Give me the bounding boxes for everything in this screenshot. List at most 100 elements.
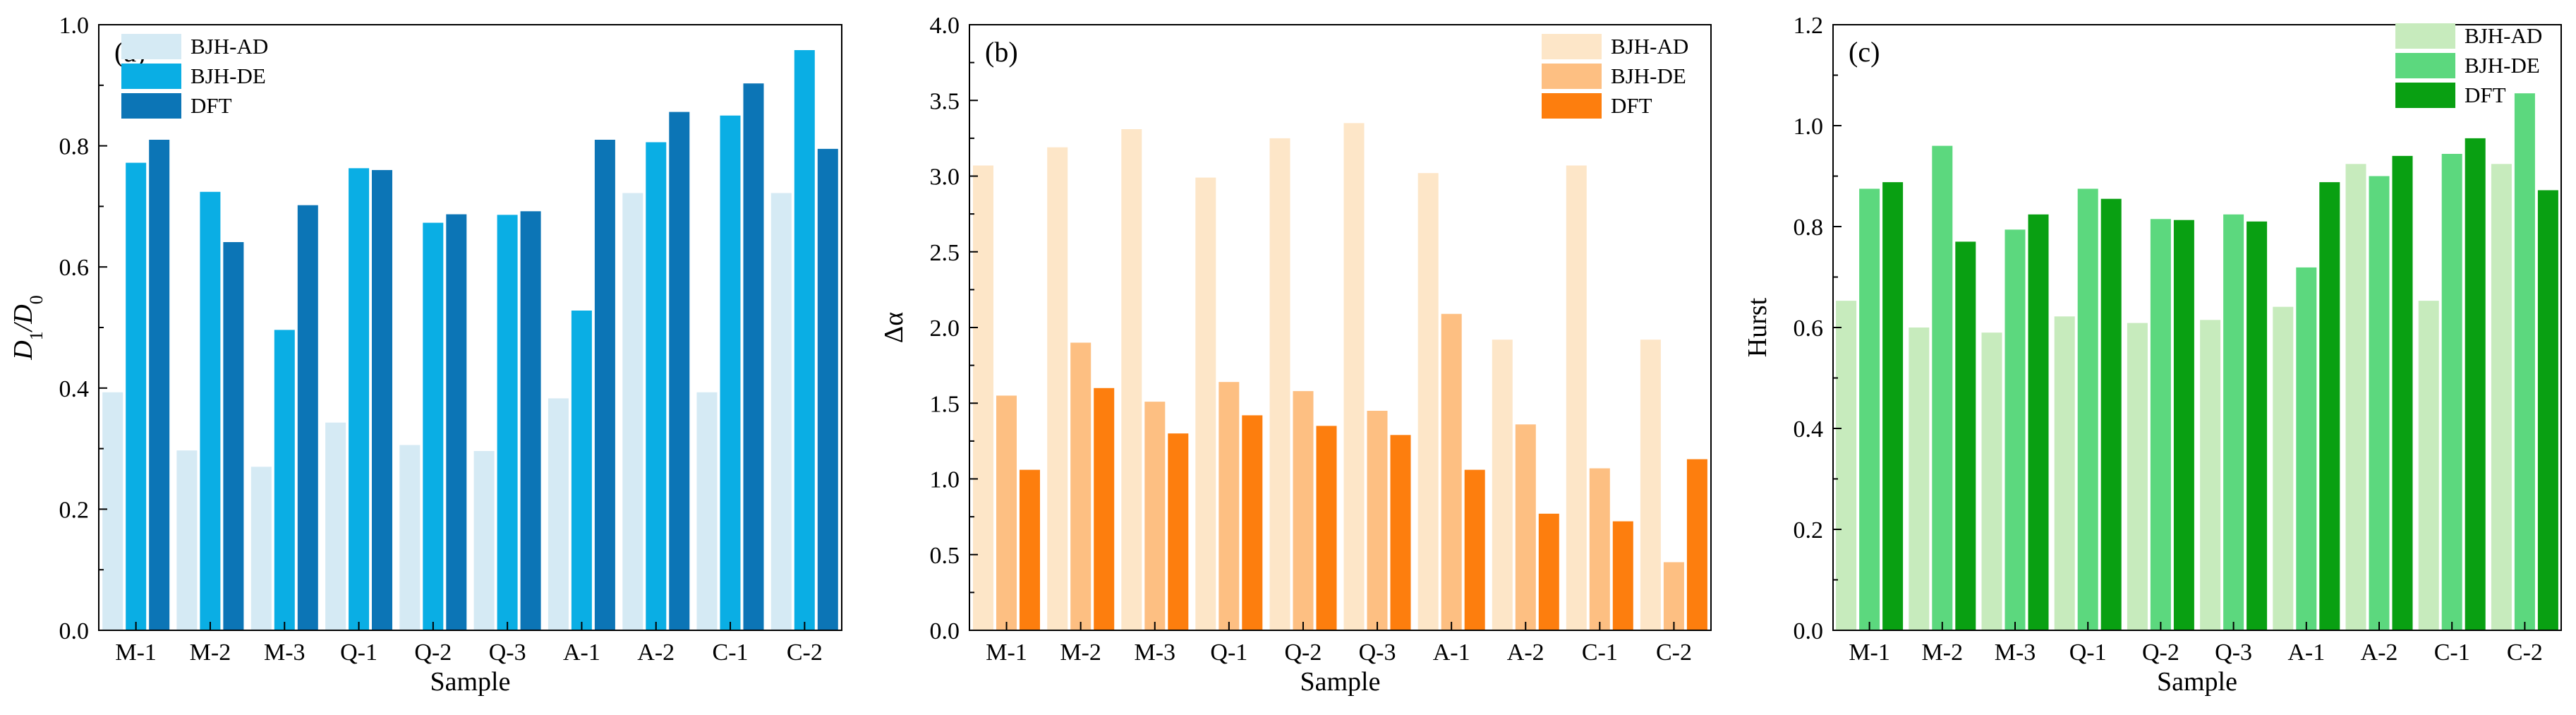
bar-bjh-ad-q-1 [2054,316,2075,630]
bar-bjh-ad-a-1 [1417,173,1439,630]
bar-bjh-ad-a-2 [2345,164,2366,631]
x-tick-label: M-3 [1134,639,1175,666]
bar-bjh-de-q-3 [1367,411,1388,630]
bar-dft-a-2 [669,112,690,631]
bar-bjh-de-c-2 [2514,93,2535,630]
legend: BJH-AD BJH-DE DFT [121,34,268,119]
legend-label: BJH-DE [2465,53,2540,78]
bar-bjh-ad-q-1 [325,422,346,630]
bar-bjh-ad-q-2 [399,445,421,630]
bar-dft-q-3 [2247,221,2268,630]
bar-dft-c-2 [2537,190,2558,630]
x-tick-label: C-1 [1582,639,1618,666]
bar-dft-q-2 [1316,426,1337,630]
bar-bjh-ad-a-2 [1492,340,1513,630]
bar-dft-q-2 [2173,220,2194,630]
y-label-sub: 1 [26,331,47,340]
bar-dft-a-2 [2392,155,2413,630]
x-tick-label: M-3 [1995,639,2036,666]
legend-label: DFT [2465,83,2506,107]
y-tick-label: 1.0 [59,13,90,39]
bar-bjh-ad-m-1 [102,392,123,630]
bar-dft-c-2 [1686,459,1707,630]
bar-bjh-ad-c-2 [1640,340,1661,630]
bar-bjh-de-m-3 [1144,402,1166,630]
y-axis-label: Hurst [1743,297,1772,357]
bar-bjh-de-c-2 [794,50,815,630]
bar-dft-q-3 [1390,435,1411,630]
bar-bjh-de-c-1 [2441,154,2462,630]
legend-swatch-bjh-de [121,64,181,89]
x-tick-label: Q-2 [2142,639,2179,666]
bar-bjh-ad-q-3 [473,451,495,630]
chart-panel-3: 0.0 0.2 0.4 0.6 0.8 1.0 1.2 M-1 M-2 M-3 Q-1 Q-2 Q-3 A… [1743,13,2562,697]
bar-bjh-ad-q-3 [1343,123,1365,630]
bar-bjh-de-a-2 [646,142,667,630]
bar-dft-m-3 [297,205,318,630]
x-tick-label: C-2 [787,639,823,666]
bar-dft-m-2 [223,242,244,630]
bar-bjh-ad-q-1 [1195,177,1216,631]
bar-bjh-ad-c-1 [696,392,718,630]
x-tick-label: A-1 [2287,639,2325,666]
y-tick-label: 0.5 [930,543,960,569]
bar-bjh-ad-m-1 [973,165,993,630]
bar-bjh-de-q-2 [2150,219,2171,630]
y-label-part: D [8,340,38,360]
bar-dft-c-1 [2465,138,2486,630]
bar-dft-q-1 [372,169,392,630]
x-tick-label: M-2 [1060,639,1101,666]
x-tick-label: Q-1 [340,639,377,666]
bar-bjh-ad-m-3 [250,467,272,630]
bar-bjh-ad-m-2 [1047,147,1068,630]
legend-label: BJH-AD [2465,23,2542,48]
bar-bjh-ad-m-1 [1836,301,1857,630]
bar-bjh-de-m-2 [1932,145,1953,631]
bar-dft-q-1 [1242,415,1263,630]
bar-dft-m-2 [1094,387,1115,630]
y-tick-label: 2.5 [930,240,960,266]
bar-bjh-de-q-1 [2077,188,2098,630]
y-tick-label: 0.6 [1794,316,1824,342]
y-tick-label: 0.2 [1794,517,1824,543]
bar-bjh-de-m-1 [1859,188,1880,630]
bar-bjh-de-c-1 [720,115,741,630]
bar-bjh-ad-q-3 [2200,320,2221,630]
x-tick-label: M-1 [1849,639,1890,666]
x-axis-label: Sample [1300,667,1381,697]
legend-label: BJH-AD [1611,34,1688,59]
y-tick-label: 0.0 [59,618,90,644]
y-tick-label: 0.4 [59,376,90,402]
x-axis-label: Sample [2157,667,2237,697]
y-tick-label: 3.5 [930,88,960,114]
bar-bjh-de-m-1 [126,162,147,631]
chart-panel-1: 0.0 0.2 0.4 0.6 0.8 1.0 M-1 M-2 M-3 Q-1 Q-2 Q-3 A-1 A… [8,13,842,697]
bar-bjh-de-q-1 [349,168,370,631]
bar-bjh-de-m-3 [2004,229,2026,630]
bar-bjh-ad-a-2 [622,193,643,630]
legend-swatch-dft [2395,83,2455,108]
x-tick-label: A-1 [563,639,600,666]
x-tick-label: Q-3 [2215,639,2252,666]
legend-swatch-bjh-de [2395,53,2455,78]
x-tick-label: A-1 [1433,639,1470,666]
legend-label: DFT [1611,93,1652,118]
y-tick-label: 0.6 [59,255,90,281]
y-tick-label: 1.0 [1794,114,1824,140]
y-tick-label: 0.4 [1794,416,1824,443]
bar-bjh-ad-q-2 [2127,323,2148,630]
y-tick-label: 4.0 [930,13,960,39]
y-tick-label: 0.0 [1794,618,1824,644]
y-tick-label: 2.0 [930,316,960,342]
bar-dft-m-3 [1168,433,1189,630]
x-tick-label: A-2 [1507,639,1544,666]
panel-label: (c) [1849,36,1880,68]
y-tick-label: 0.8 [1794,215,1824,241]
bar-bjh-de-m-3 [274,330,295,630]
bar-dft-m-1 [149,140,170,630]
bar-bjh-de-m-2 [200,191,221,630]
bar-bjh-ad-m-2 [1909,328,1930,630]
bar-bjh-de-m-2 [1070,342,1092,630]
legend-label: BJH-DE [191,64,266,88]
bar-dft-a-2 [1538,513,1559,630]
